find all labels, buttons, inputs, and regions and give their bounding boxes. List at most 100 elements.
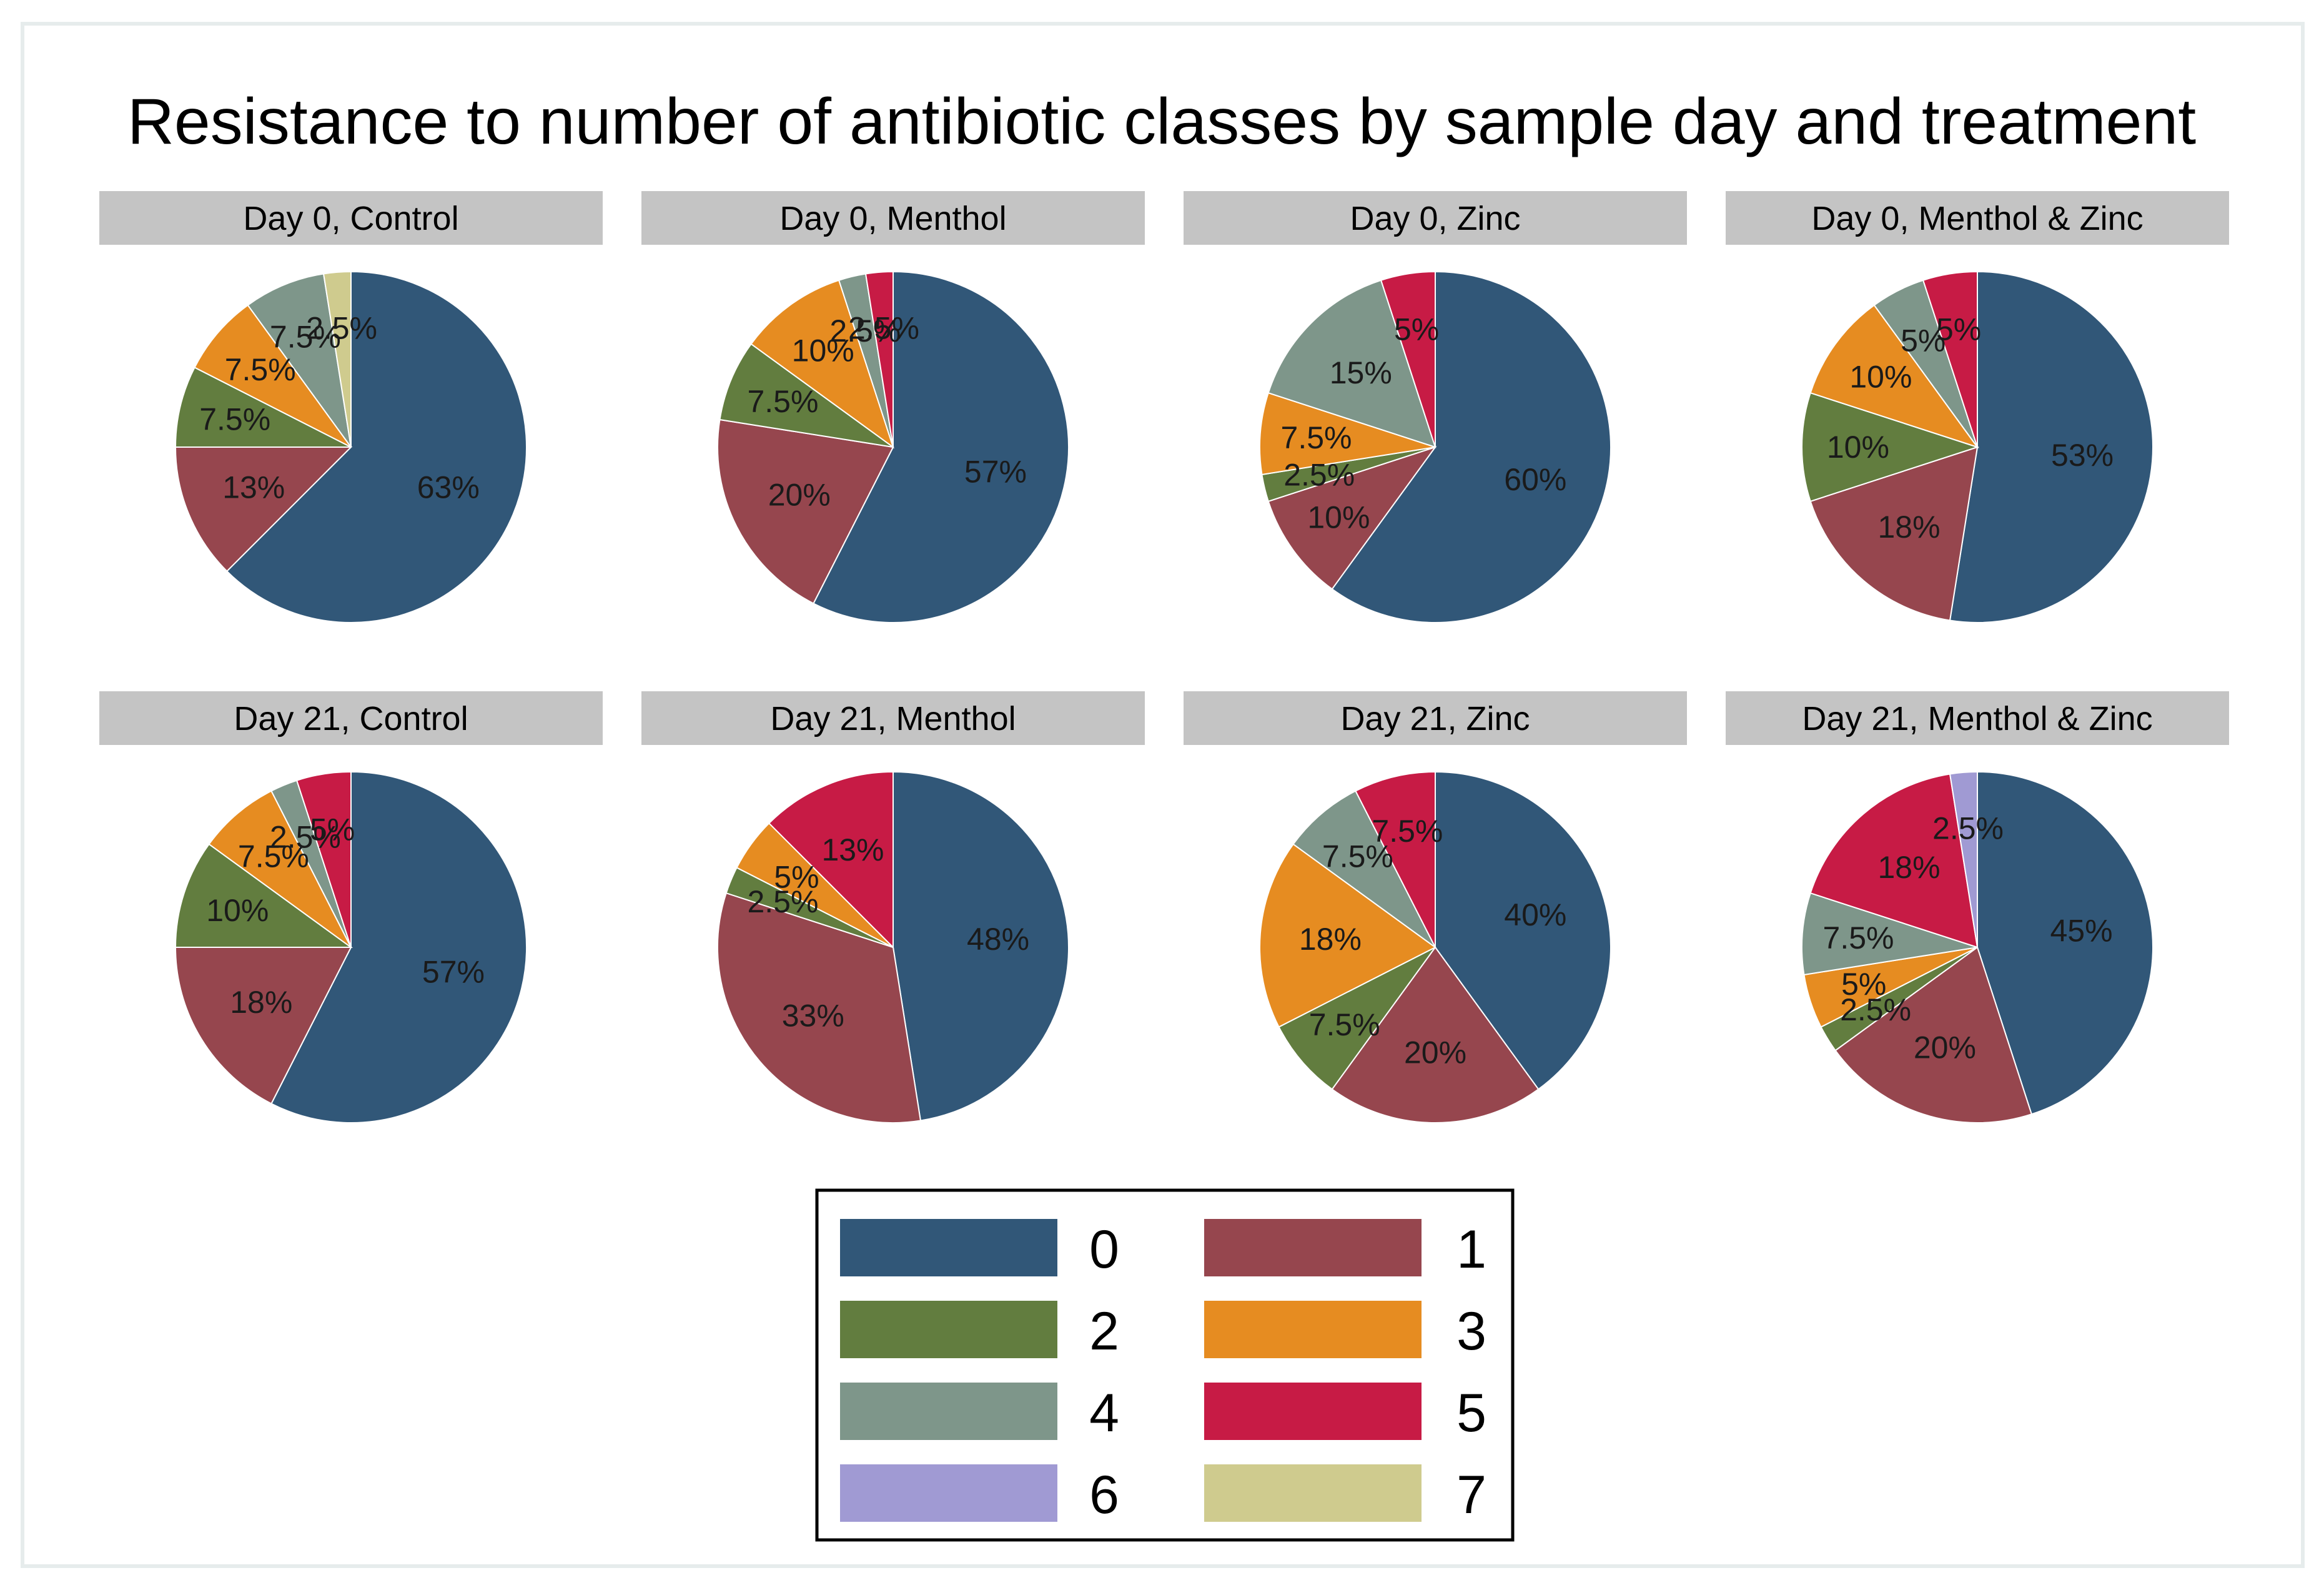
legend-item: 3: [1204, 1301, 1486, 1361]
slice-label: 2.5%: [1840, 992, 1911, 1027]
slice-label: 7.5%: [238, 839, 309, 874]
slice-label: 2.5%: [829, 313, 901, 348]
pie-slice-0: [1949, 270, 2153, 623]
pie-slice-5: [768, 771, 894, 949]
legend-item: 5: [1204, 1383, 1486, 1443]
slice-label: 5%: [1936, 312, 1981, 347]
pie-slice-2: [1278, 947, 1436, 1090]
slice-label: 40%: [1504, 897, 1566, 932]
panel-title: Day 0, Menthol & Zinc: [1811, 200, 2143, 237]
slice-label: 2.5%: [1283, 458, 1355, 493]
slice-label: 20%: [1404, 1035, 1466, 1070]
legend-swatch: [1204, 1301, 1422, 1358]
pie-slice-7: [322, 270, 352, 448]
slice-label: 10%: [792, 333, 854, 368]
slice-label: 7.5%: [1372, 814, 1443, 849]
slice-label: 2.5%: [306, 311, 377, 346]
pie-slice-1: [1267, 446, 1437, 590]
pie-panel: Day 0, Zinc 60% 10% 2.5%7.5% 15%5%: [1184, 191, 1687, 623]
legend-item: 7: [1204, 1464, 1486, 1525]
legend-label: 1: [1456, 1220, 1486, 1280]
pie-slice-1: [174, 947, 352, 1105]
slice-label: 13%: [222, 470, 285, 505]
legend-label: 0: [1089, 1220, 1119, 1280]
slice-label: 7.5%: [1823, 920, 1894, 955]
pie-slice-2: [174, 843, 354, 948]
panel-title: Day 0, Control: [243, 200, 458, 237]
pie-slice-1: [717, 418, 894, 604]
slice-label: 60%: [1504, 462, 1566, 497]
pie-slice-2: [719, 343, 894, 448]
slice-label: 18%: [230, 985, 292, 1020]
pie-slice-5: [1809, 773, 1979, 949]
pie-slice-4: [1801, 892, 1978, 976]
legend-item: 2: [840, 1301, 1119, 1361]
slice-label: 53%: [2051, 438, 2114, 473]
pie-panel: Day 0, Menthol 57% 20% 7.5% 10%2.5%2.5%: [641, 191, 1145, 623]
pie-slice-5: [295, 771, 352, 948]
slice-label: 18%: [1877, 510, 1940, 545]
legend-item: 4: [840, 1383, 1119, 1443]
pie-slice-2: [1801, 392, 1980, 503]
legend-label: 4: [1089, 1383, 1119, 1443]
pie-slice-6: [1949, 771, 1978, 948]
legend-label: 7: [1456, 1465, 1486, 1525]
chart-title: Resistance to number of antibiotic class…: [127, 86, 2196, 158]
panel-header: [99, 691, 603, 745]
legend-swatch: [1204, 1464, 1422, 1522]
pie-slice-0: [1435, 771, 1611, 1090]
slice-label: 18%: [1299, 922, 1362, 957]
legend-label: 5: [1456, 1383, 1486, 1443]
slice-label: 5%: [1394, 312, 1439, 347]
legend: 0 1 2 3 4 5 6 7: [815, 1188, 1515, 1542]
legend-swatch: [840, 1219, 1057, 1276]
pie-slice-3: [1259, 843, 1436, 1028]
slice-label: 5%: [1841, 967, 1886, 1002]
slice-label: 7.5%: [1281, 420, 1352, 455]
slice-label: 10%: [1849, 360, 1912, 395]
slice-label: 7.5%: [270, 319, 341, 354]
slice-label: 57%: [422, 954, 485, 989]
legend-swatch: [840, 1464, 1057, 1522]
pie-panel: Day 21, Menthol & Zinc45%20%2.5%5%7.5%18…: [1726, 691, 2229, 1123]
slice-label: 57%: [964, 454, 1027, 489]
legend-item: 0: [840, 1219, 1119, 1280]
legend-item: 1: [1204, 1219, 1486, 1280]
pie-slice-3: [1809, 304, 1979, 448]
panel-title: Day 21, Menthol: [770, 700, 1016, 737]
panel-header: [1726, 191, 2229, 245]
pie-slice-5: [1380, 270, 1436, 448]
pie-slice-5: [1355, 771, 1436, 948]
slice-label: 7.5%: [225, 352, 296, 387]
legend-swatch: [840, 1301, 1057, 1358]
legend-swatch: [1204, 1219, 1422, 1276]
pie-slice-0: [893, 771, 1069, 1122]
slice-label: 15%: [1330, 355, 1392, 390]
slice-label: 2.5%: [848, 311, 919, 346]
slice-label: 7.5%: [747, 384, 818, 419]
pie-slice-0: [1331, 270, 1611, 623]
slice-label: 5%: [774, 860, 819, 895]
slice-label: 7.5%: [1322, 839, 1393, 874]
panel-title: Day 0, Menthol: [779, 200, 1006, 237]
pie-slice-3: [750, 279, 894, 449]
slice-label: 7.5%: [199, 402, 270, 436]
slice-label: 20%: [768, 478, 831, 513]
pie-slice-0: [225, 270, 527, 623]
legend-swatch: [1204, 1383, 1422, 1440]
panel-title: Day 21, Menthol & Zinc: [1802, 700, 2152, 737]
panel-title: Day 0, Zinc: [1350, 200, 1520, 237]
legend-label: 6: [1089, 1465, 1119, 1525]
pie-panel: Day 21, Control 57% 18% 10% 7.5%2.5%5%: [99, 691, 603, 1123]
slice-label: 7.5%: [1309, 1007, 1380, 1042]
pie-slice-4: [247, 273, 352, 448]
pie-panels: Day 0, Control63%13%7.5%7.5%7.5%2.5%Day …: [99, 191, 2229, 1123]
panel-title: Day 21, Control: [234, 700, 468, 737]
pie-slice-1: [717, 892, 922, 1123]
pie-slice-1: [174, 446, 353, 573]
pie-slice-5: [864, 270, 894, 448]
pie-slice-1: [1834, 946, 2033, 1123]
pie-slice-0: [270, 771, 527, 1123]
pie-slice-4: [1267, 279, 1436, 448]
